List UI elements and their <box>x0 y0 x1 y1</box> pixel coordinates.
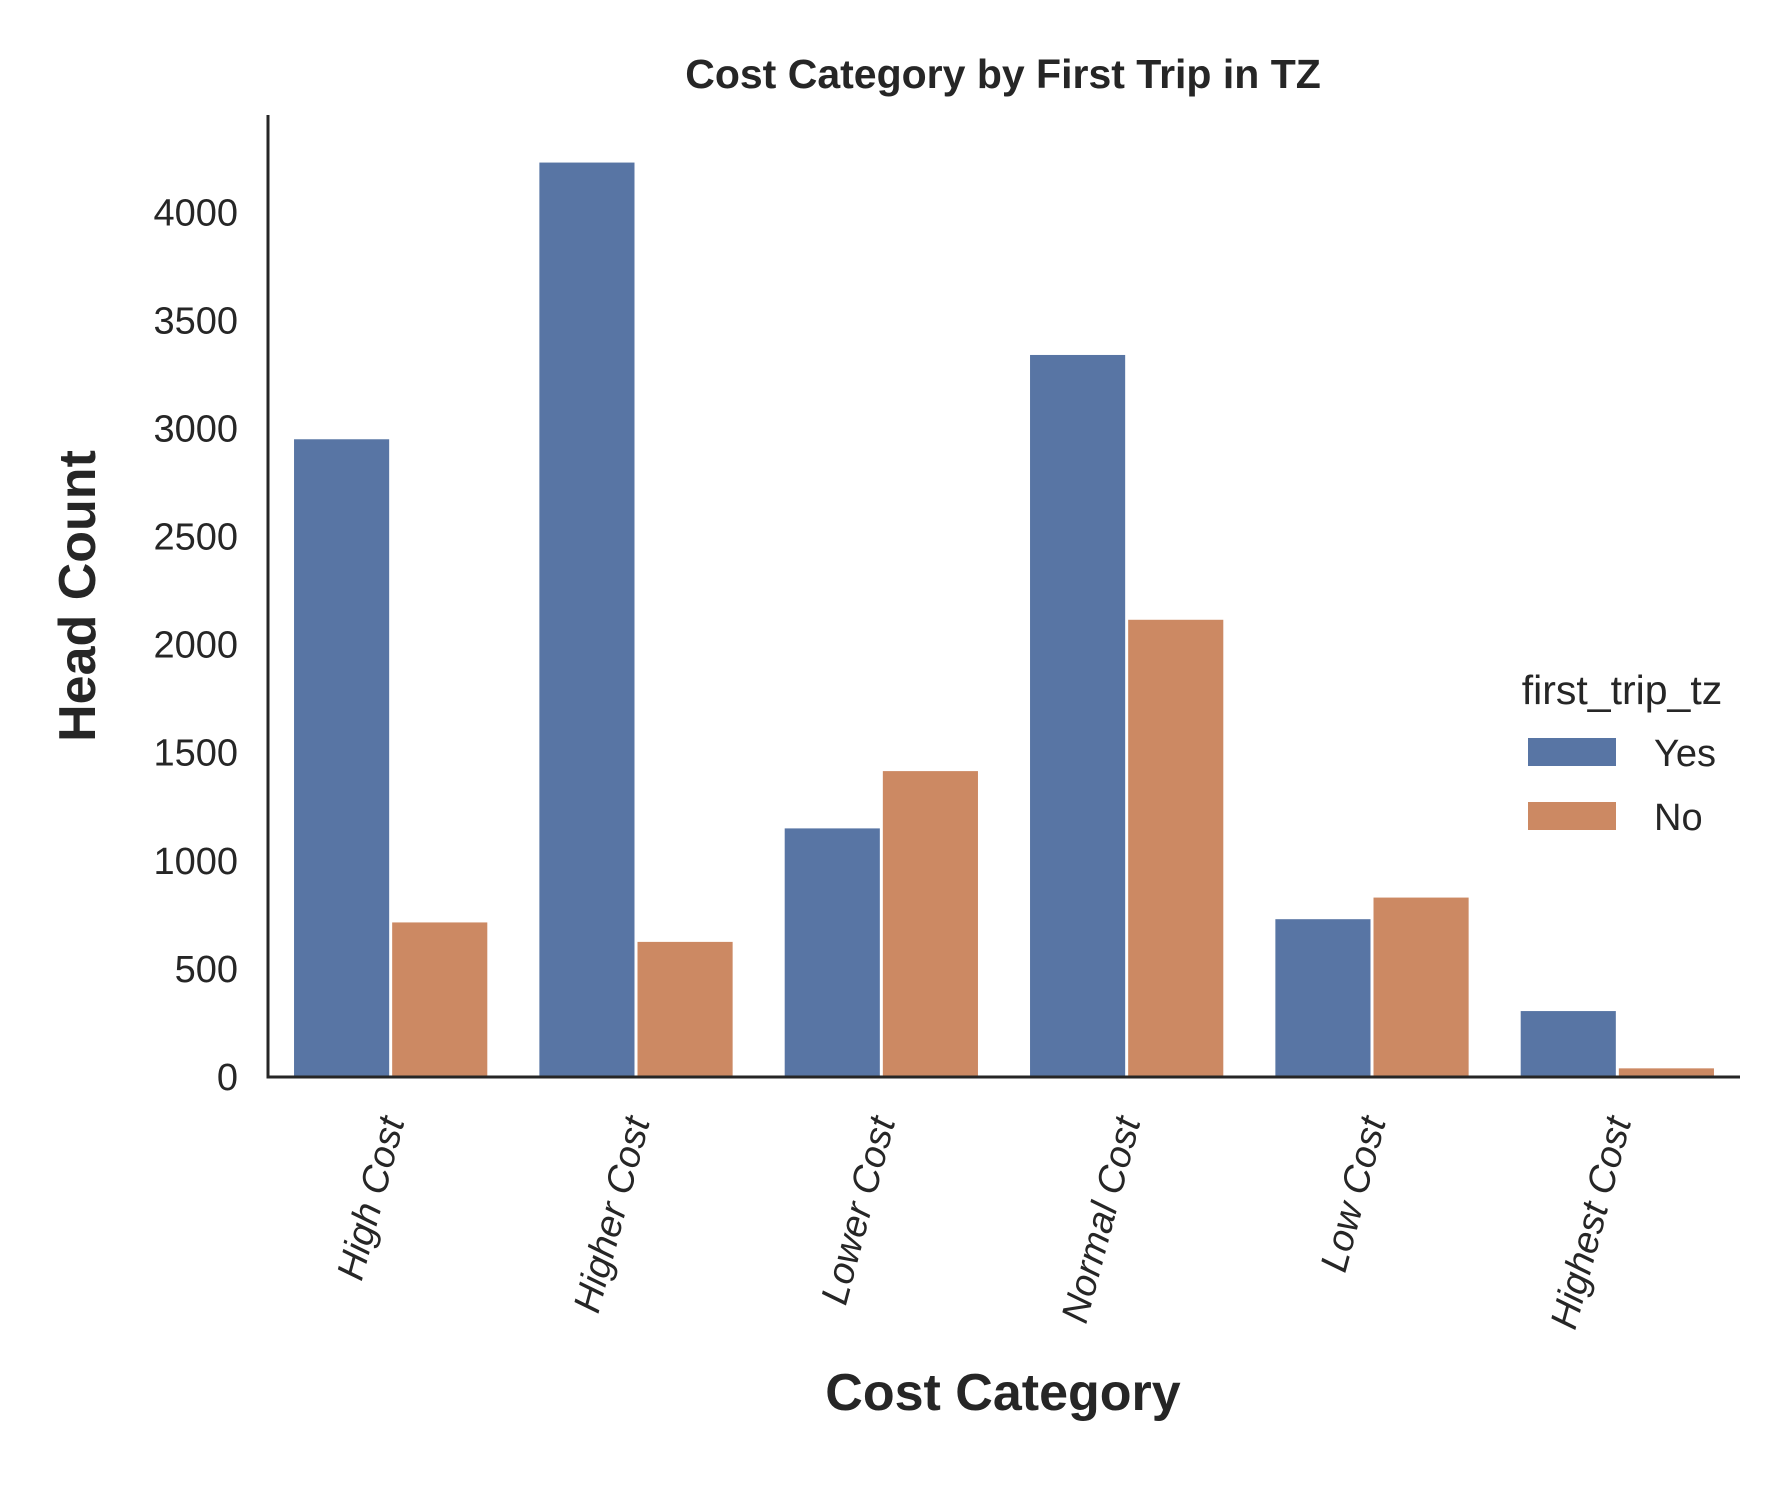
x-tick-label: Highest Cost <box>1543 1111 1640 1333</box>
legend-label-no: No <box>1654 797 1703 839</box>
y-tick-label: 4000 <box>153 192 238 234</box>
legend: first_trip_tz Yes No <box>1522 667 1723 839</box>
x-axis-ticks: High Cost Higher Cost Lower Cost Normal Cos… <box>330 1111 1641 1333</box>
y-tick-label: 2500 <box>153 517 238 559</box>
bar-no-low-cost <box>1373 897 1469 1077</box>
x-tick-label: Normal Cost <box>1054 1111 1150 1327</box>
bar-no-higher-cost <box>637 941 733 1077</box>
y-tick-label: 3000 <box>153 408 238 450</box>
y-tick-label: 1500 <box>153 733 238 775</box>
y-tick-label: 1000 <box>153 841 238 883</box>
y-tick-label: 2000 <box>153 625 238 667</box>
x-tick-label: Higher Cost <box>566 1111 659 1317</box>
bar-no-lower-cost <box>882 771 978 1077</box>
bar-yes-lower-cost <box>784 828 880 1077</box>
bar-no-high-cost <box>392 922 488 1077</box>
x-tick-label: High Cost <box>330 1111 414 1284</box>
legend-items: Yes No <box>1528 733 1716 839</box>
bar-yes-low-cost <box>1275 919 1371 1077</box>
y-tick-label: 3500 <box>153 300 238 342</box>
bar-no-normal-cost <box>1128 619 1224 1077</box>
bar-no-highest-cost <box>1618 1068 1714 1077</box>
x-tick-label: Lower Cost <box>814 1111 905 1309</box>
x-axis-label: Cost Category <box>825 1364 1180 1422</box>
y-tick-label: 500 <box>175 949 238 991</box>
y-tick-label: 0 <box>217 1057 238 1099</box>
bar-yes-higher-cost <box>539 162 635 1077</box>
chart-title: Cost Category by First Trip in TZ <box>685 51 1321 97</box>
legend-swatch-yes <box>1528 738 1616 766</box>
bars-group <box>294 162 1714 1077</box>
y-axis-label: Head Count <box>49 450 107 742</box>
legend-title: first_trip_tz <box>1522 667 1723 713</box>
x-tick-label: Low Cost <box>1313 1111 1395 1276</box>
legend-label-yes: Yes <box>1654 733 1716 775</box>
bar-yes-highest-cost <box>1520 1011 1616 1077</box>
y-axis-ticks: 0 500 1000 1500 2000 2500 3000 3500 4000 <box>153 192 238 1099</box>
bar-yes-normal-cost <box>1030 354 1126 1077</box>
legend-swatch-no <box>1528 802 1616 830</box>
bar-yes-high-cost <box>294 439 390 1077</box>
